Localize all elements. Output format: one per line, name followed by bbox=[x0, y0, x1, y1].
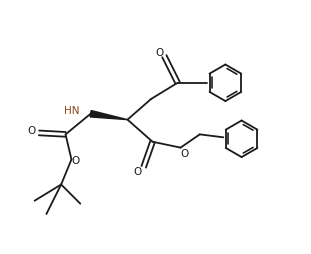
Text: O: O bbox=[180, 149, 188, 158]
Polygon shape bbox=[90, 110, 128, 120]
Text: O: O bbox=[155, 48, 163, 58]
Text: HN: HN bbox=[64, 106, 79, 116]
Text: O: O bbox=[28, 126, 36, 136]
Text: O: O bbox=[71, 156, 79, 166]
Text: O: O bbox=[134, 167, 142, 177]
